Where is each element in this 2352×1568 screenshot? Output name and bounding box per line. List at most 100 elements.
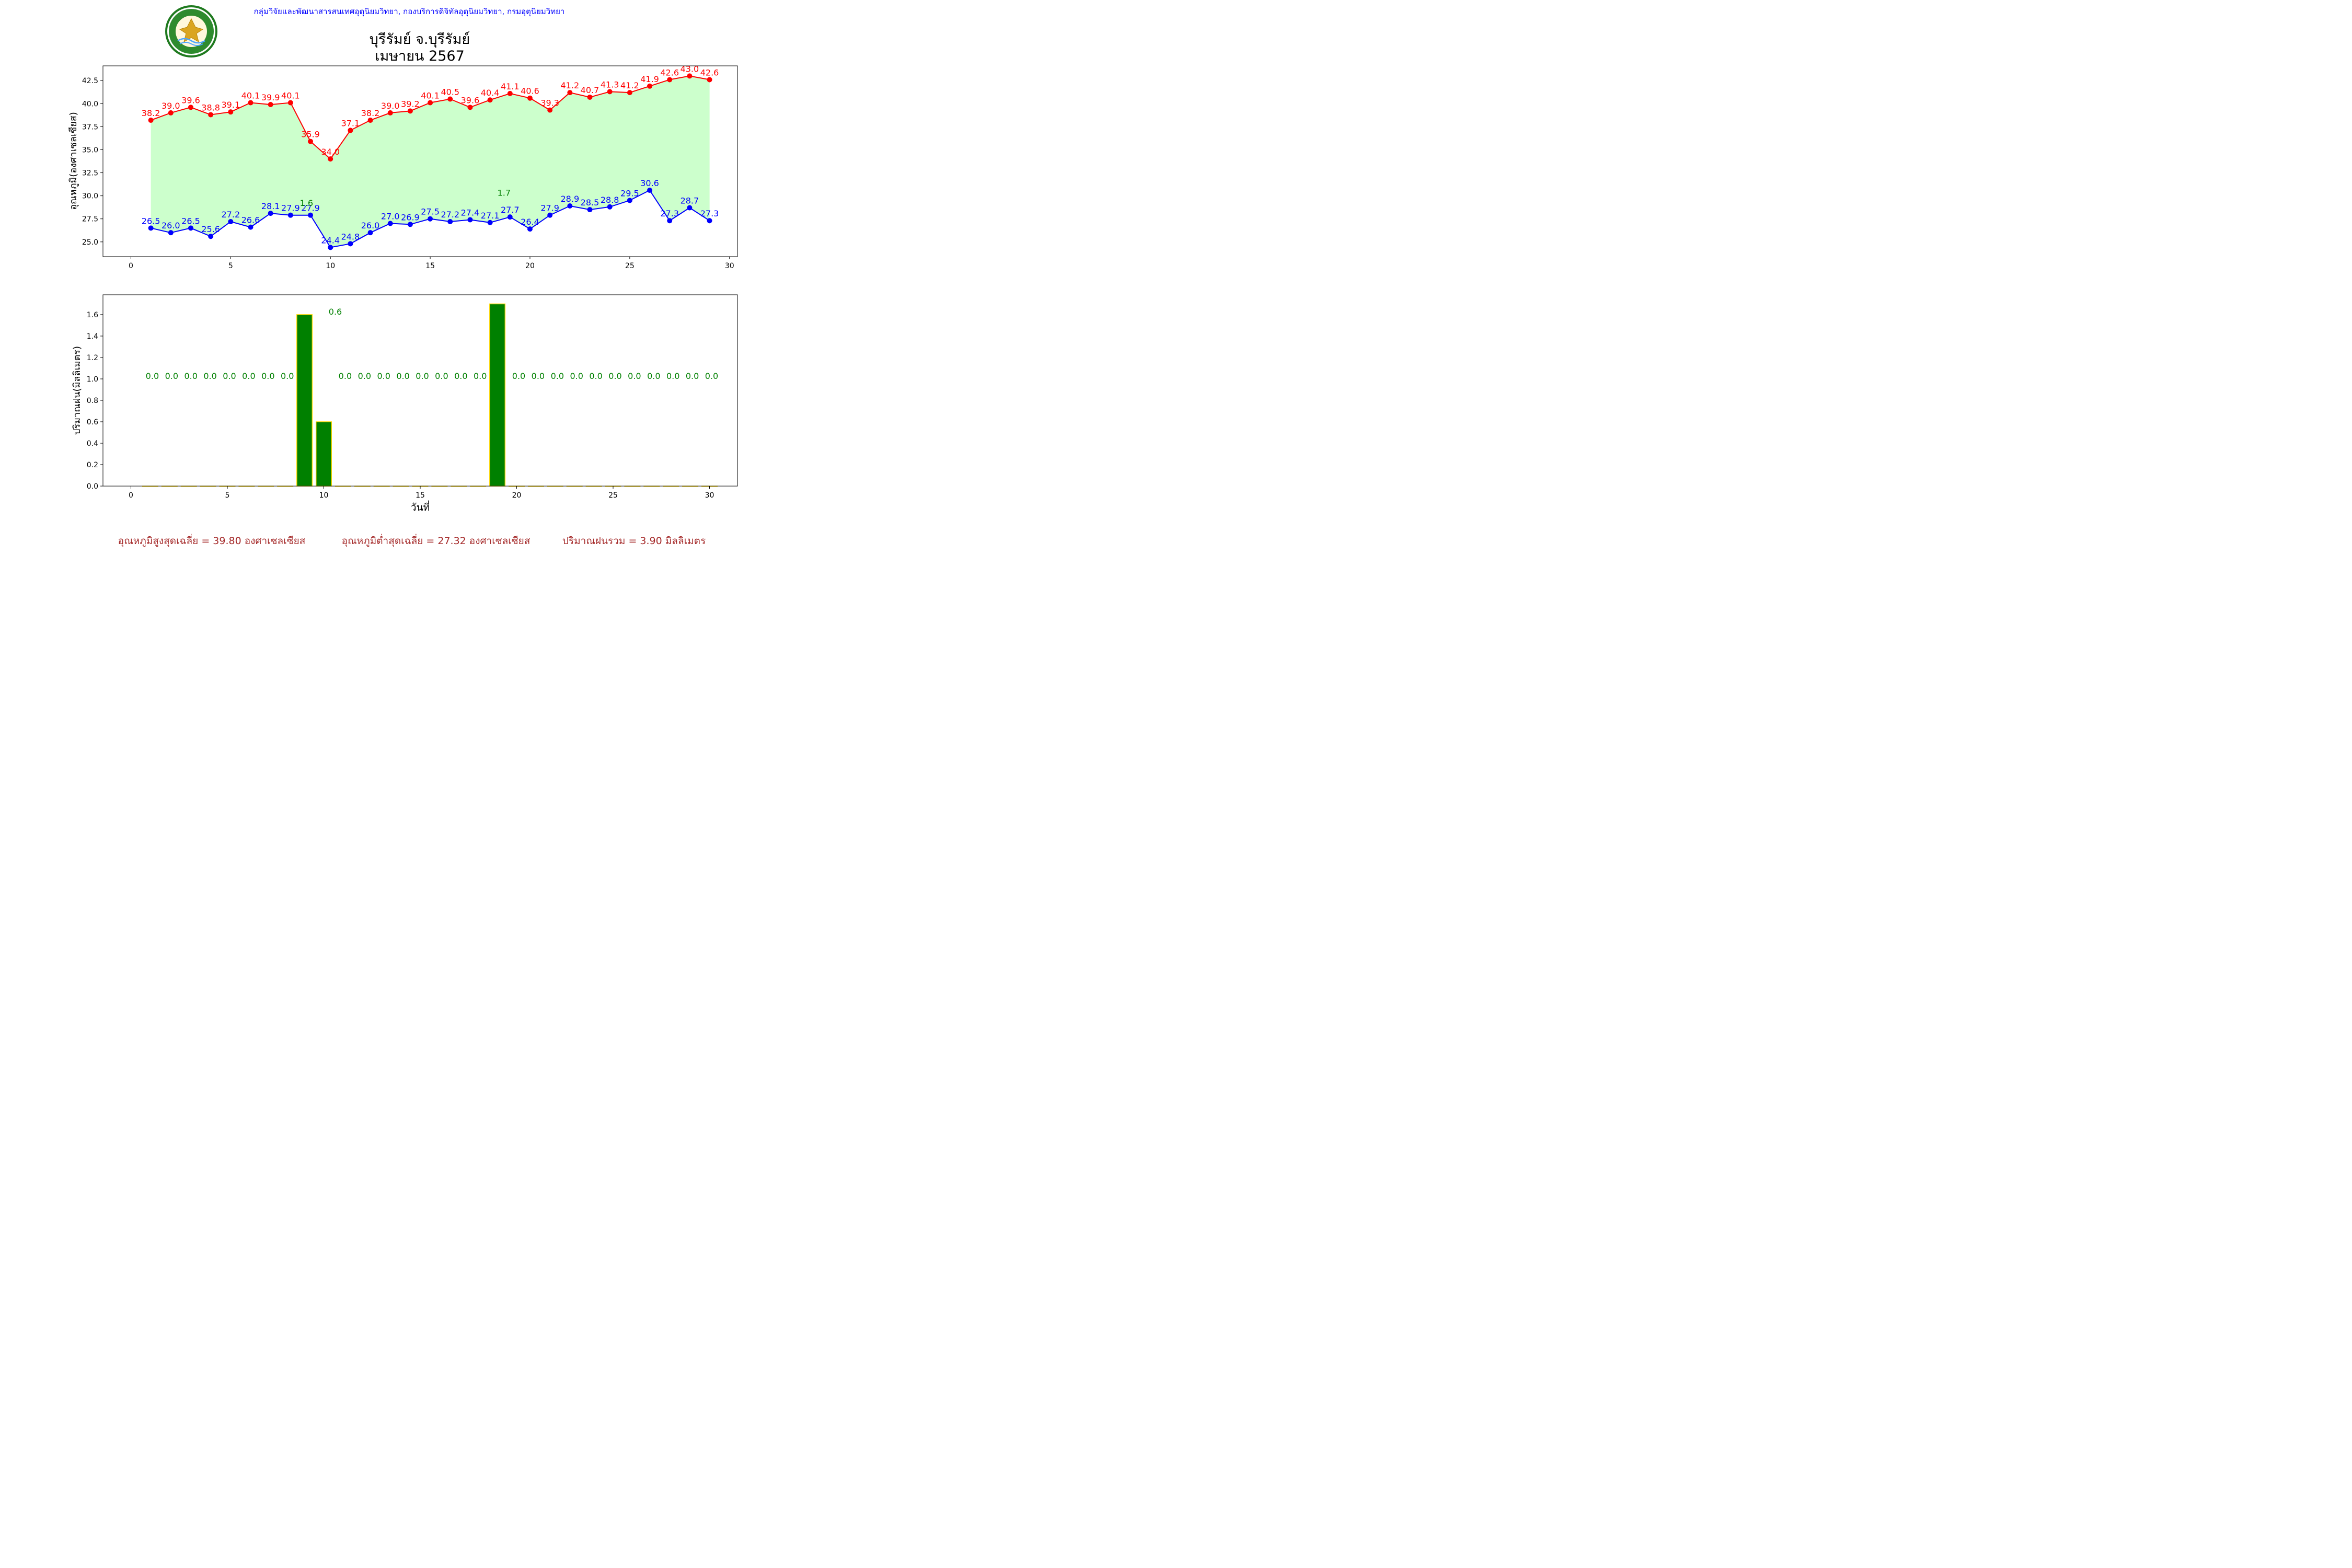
min-temp-point — [208, 234, 214, 239]
max-temp-point — [447, 96, 453, 102]
rainfall-value-label: 0.0 — [628, 371, 641, 381]
max-temp-point — [527, 95, 533, 101]
max-temp-point — [228, 109, 234, 115]
department-logo — [165, 5, 217, 57]
max-temp-value-label: 41.3 — [601, 79, 619, 89]
max-temp-point — [647, 83, 653, 89]
temperature-plot-area: 38.239.039.638.8 39.140.1 39.9 40.135.934.0… — [142, 64, 719, 250]
max-temp-point — [387, 110, 393, 116]
rainfall-value-label: 0.0 — [474, 371, 487, 381]
max-temp-value-label: 40.1 — [421, 91, 440, 101]
max-temp-value-label: 39.6 — [181, 95, 200, 105]
y-tick-label: 30.0 — [82, 192, 98, 201]
y-tick-label: 0.8 — [87, 397, 98, 405]
max-temp-point — [367, 118, 373, 123]
max-temp-point — [268, 102, 273, 108]
x-tick-label: 10 — [326, 262, 335, 270]
max-temp-point — [587, 94, 593, 100]
min-temp-point — [367, 230, 373, 236]
min-temp-point — [407, 222, 413, 227]
min-temp-point — [707, 218, 712, 224]
min-temp-value-label: 27.9 — [281, 203, 300, 213]
rainfall-bar — [315, 421, 332, 487]
max-temp-value-label: 39.6 — [461, 95, 480, 105]
footer-avg-min-temp: อุณหภูมิต่ำสุดเฉลี่ย = 27.32 องศาเซลเซีย… — [342, 534, 531, 547]
x-tick-label: 20 — [525, 262, 535, 270]
x-tick-label: 25 — [625, 262, 635, 270]
y-tick-label: 27.5 — [82, 215, 98, 224]
rainfall-value-label: 0.0 — [608, 371, 621, 381]
min-temp-value-label: 28.1 — [261, 201, 280, 211]
y-tick-label: 0.4 — [87, 440, 98, 448]
rainfall-chart: 0.0 0.0 0.0 0.0 0.0 0.0 0.0 0.0 0.6 0.0 0.0 0.0 0.0 0… — [72, 294, 738, 513]
min-temp-value-label: 28.5 — [581, 198, 599, 207]
min-temp-point — [148, 225, 154, 231]
y-tick-label: 32.5 — [82, 169, 98, 178]
min-temp-value-label: 24.4 — [321, 235, 340, 245]
min-temp-value-label: 25.6 — [201, 224, 220, 234]
max-temp-point — [287, 100, 293, 106]
y-tick-label: 42.5 — [82, 77, 98, 85]
min-temp-value-label: 24.8 — [341, 232, 360, 241]
rainfall-value-label: 0.0 — [261, 371, 274, 381]
max-temp-value-label: 39.3 — [540, 98, 559, 108]
rainfall-value-label: 0.6 — [329, 307, 342, 317]
y-tick-label: 1.6 — [87, 311, 98, 319]
max-temp-value-label: 39.1 — [222, 100, 240, 110]
min-temp-point — [467, 217, 473, 223]
rainfall-value-label: 0.0 — [666, 371, 679, 381]
min-temp-value-label: 26.6 — [241, 215, 260, 225]
y-tick-label: 1.0 — [87, 375, 98, 384]
max-temp-point — [407, 108, 413, 114]
rainfall-x-axis-label: วันที่ — [411, 500, 430, 513]
min-temp-value-label: 26.9 — [401, 212, 420, 222]
max-temp-point — [328, 156, 333, 162]
max-temp-point — [507, 90, 513, 96]
rainfall-value-label: 0.0 — [146, 371, 159, 381]
x-tick-label: 25 — [608, 491, 618, 500]
min-temp-value-label: 27.0 — [381, 212, 400, 222]
x-tick-label: 0 — [129, 262, 133, 270]
x-tick-label: 10 — [319, 491, 329, 500]
min-temp-point — [287, 212, 293, 218]
rainfall-value-label: 0.0 — [512, 371, 525, 381]
min-temp-point — [567, 203, 573, 209]
min-temp-point — [387, 221, 393, 226]
min-temp-value-label: 26.0 — [361, 221, 380, 230]
min-temp-point — [687, 205, 693, 211]
rainfall-value-label: 0.0 — [551, 371, 564, 381]
rain-annotation-label: 1.6 — [300, 198, 313, 208]
max-temp-value-label: 34.0 — [321, 147, 340, 157]
min-temp-point — [447, 218, 453, 224]
min-temp-value-label: 26.0 — [162, 221, 180, 230]
temperature-x-ticks: 0 5 10 15 20 25 30 — [129, 257, 734, 270]
min-temp-value-label: 27.1 — [481, 211, 500, 221]
x-tick-label: 30 — [705, 491, 714, 500]
chart-title-station: บุรีรัมย์ จ.บุรีรัมย์ — [370, 31, 470, 48]
min-temp-point — [587, 207, 593, 213]
max-temp-point — [607, 89, 613, 95]
rainfall-value-label: 0.0 — [589, 371, 602, 381]
min-temp-point — [647, 188, 653, 193]
max-temp-value-label: 41.2 — [561, 80, 580, 90]
max-temp-point — [208, 112, 214, 118]
max-temp-value-label: 38.2 — [361, 108, 380, 118]
min-temp-value-label: 28.9 — [561, 194, 580, 204]
x-tick-label: 15 — [425, 262, 435, 270]
max-temp-value-label: 43.0 — [681, 64, 699, 74]
figure: กลุ่มวิจัยและพัฒนาสารสนเทศอุตุนิยมวิทยา,… — [68, 5, 738, 547]
footer-total-rain: ปริมาณฝนรวม = 3.90 มิลลิเมตร — [562, 535, 706, 547]
rainfall-value-label: 0.0 — [203, 371, 216, 381]
rainfall-value-label: 0.0 — [705, 371, 718, 381]
min-temp-point — [268, 211, 273, 216]
max-temp-point — [467, 105, 473, 110]
rainfall-value-label: 0.0 — [377, 371, 390, 381]
min-temp-value-label: 28.8 — [601, 195, 619, 205]
max-temp-point — [627, 90, 632, 96]
x-tick-label: 5 — [228, 262, 233, 270]
max-temp-point — [168, 110, 174, 116]
rainfall-value-label: 0.0 — [686, 371, 699, 381]
rainfall-value-label: 0.0 — [281, 371, 294, 381]
min-temp-value-label: 27.9 — [540, 203, 559, 213]
x-tick-label: 15 — [416, 491, 425, 500]
